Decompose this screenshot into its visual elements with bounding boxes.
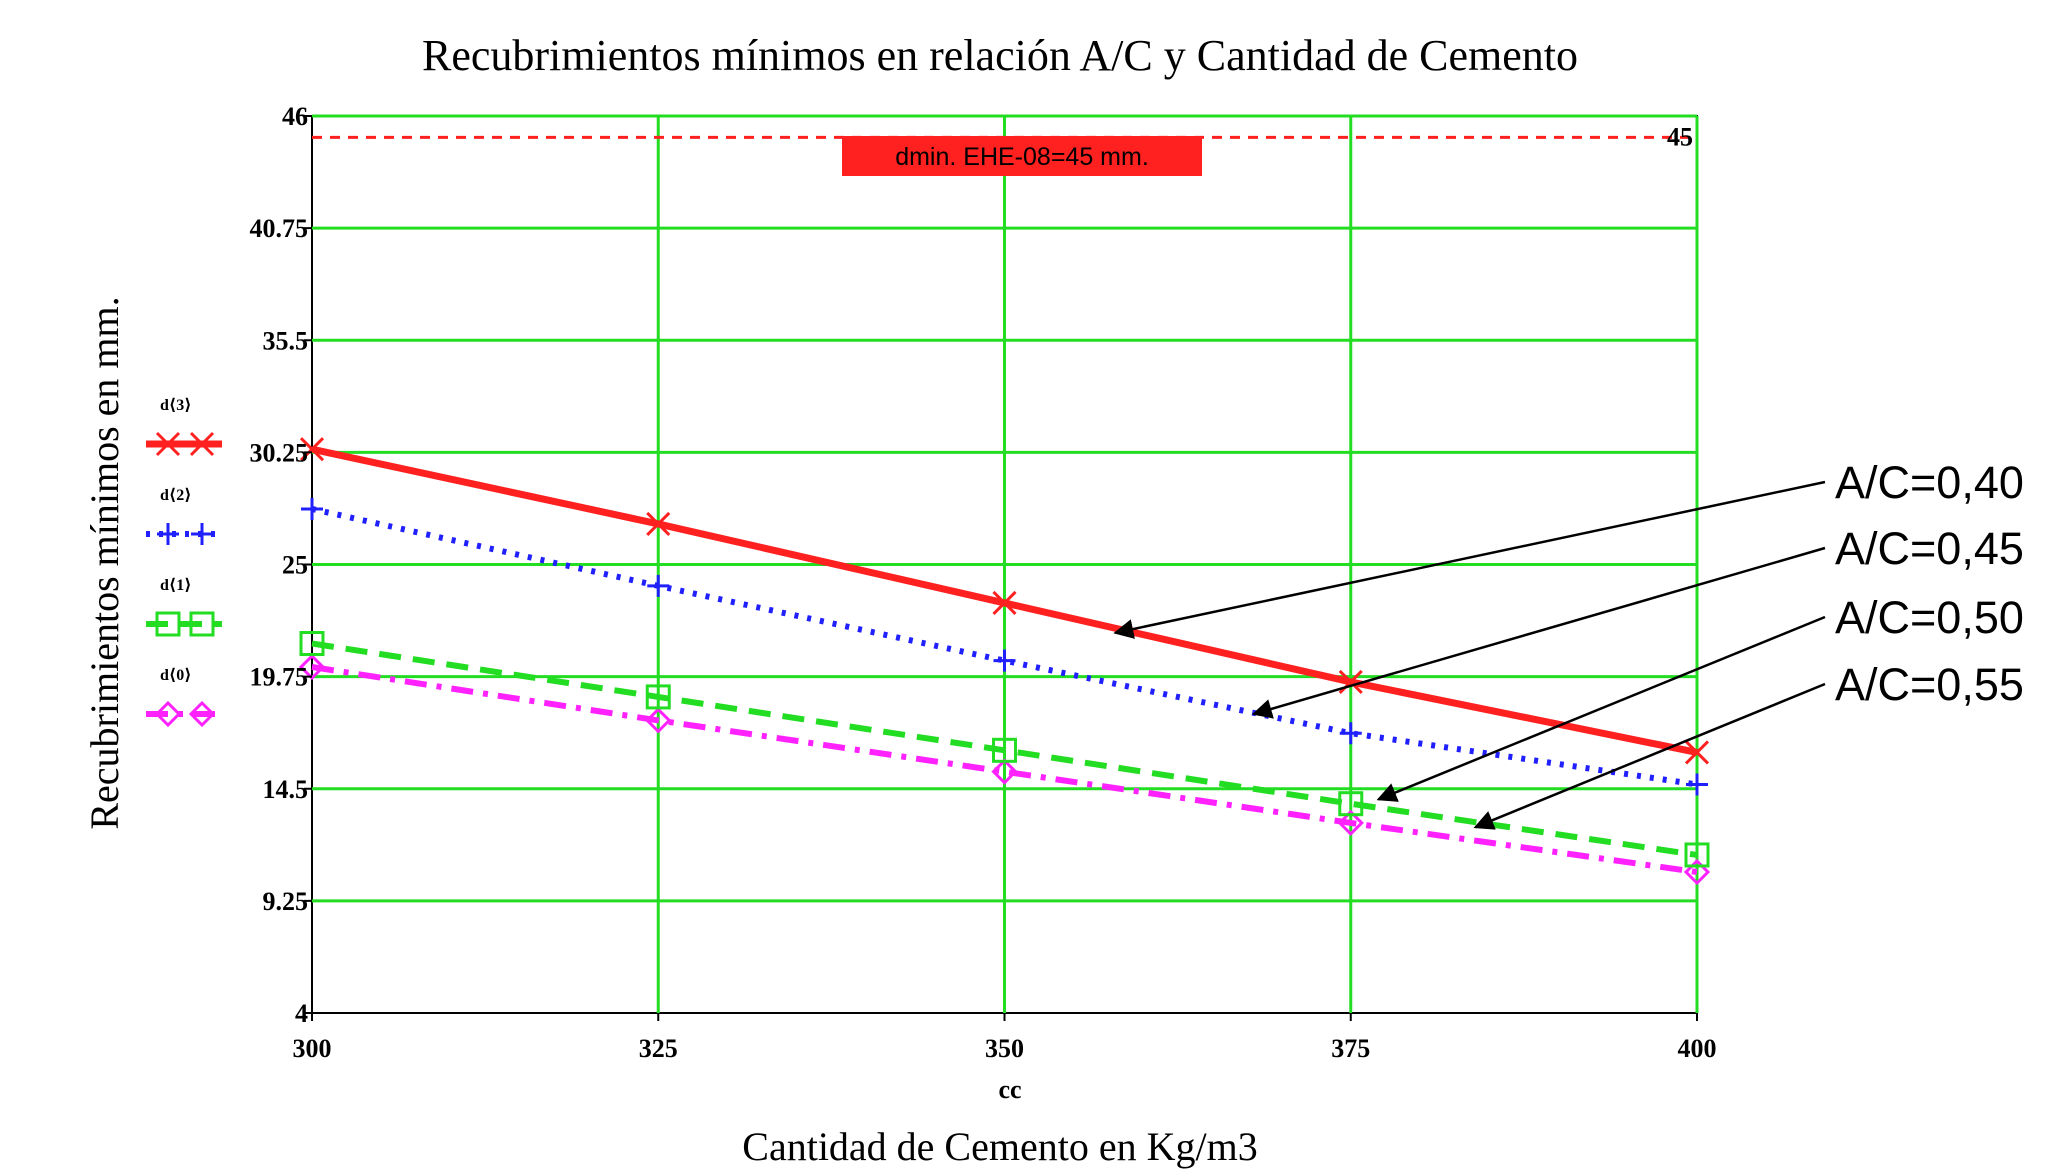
x-tick-label: 300	[293, 1034, 332, 1063]
y-tick-label: 35.5	[263, 326, 309, 355]
annotation-arrow	[1251, 546, 1826, 719]
legend-item: d⟨2⟩	[146, 487, 222, 545]
data-point	[1683, 858, 1711, 886]
x-tick-label: 375	[1331, 1034, 1370, 1063]
annotations: A/C=0,40 A/C=0,45 A/C=0,50 A/C=0,55	[1113, 457, 2024, 830]
data-point	[1338, 791, 1364, 817]
annotation: A/C=0,55	[1473, 659, 2024, 830]
data-point	[1338, 669, 1363, 695]
legend-label: d⟨1⟩	[160, 577, 192, 594]
annotation-arrow	[1473, 682, 1826, 830]
data-point	[645, 684, 671, 710]
y-tick-label: 14.5	[263, 775, 309, 804]
data-point	[992, 737, 1017, 763]
x-tick-label: 325	[639, 1034, 678, 1063]
series-group	[298, 437, 1711, 886]
legend-marker	[154, 700, 182, 728]
annotation-arrow	[1113, 480, 1826, 639]
series-line	[311, 506, 1698, 788]
x-axis-ticks: 300 325 350 375 400	[293, 1013, 1717, 1063]
legend-label: d⟨0⟩	[160, 667, 192, 684]
annotation: A/C=0,45	[1251, 523, 2024, 719]
legend-item: d⟨1⟩	[146, 577, 222, 637]
data-point	[1337, 809, 1364, 837]
annotation-label: A/C=0,45	[1835, 523, 2024, 574]
data-point	[299, 437, 325, 462]
annotation: A/C=0,40	[1113, 457, 2024, 639]
y-tick-label: 9.25	[263, 887, 309, 916]
reference-box-text: dmin. EHE-08=45 mm.	[895, 143, 1149, 171]
annotation-label: A/C=0,40	[1835, 457, 2024, 508]
legend: d⟨3⟩ d⟨2⟩ d⟨1⟩ d⟨0⟩	[146, 397, 222, 728]
y-tick-label: 40.75	[250, 214, 309, 243]
series-line	[311, 640, 1698, 858]
series-0	[299, 437, 1710, 765]
data-point	[1686, 773, 1708, 796]
series-3	[298, 653, 1711, 886]
x-variable-label: cc	[998, 1075, 1021, 1104]
y-axis-title: Recubrimientos mínimos en mm.	[82, 296, 127, 829]
series-2	[299, 631, 1710, 868]
y-axis-ticks: 4 9.25 14.5 19.75 25 30.25 35.5 40.75 46	[250, 102, 312, 1028]
legend-marker	[189, 431, 215, 457]
y-tick-label: 46	[282, 102, 308, 131]
legend-marker	[155, 431, 181, 457]
data-point	[298, 653, 326, 681]
legend-item: d⟨0⟩	[146, 667, 222, 728]
data-point	[991, 758, 1018, 785]
chart-title: Recubrimientos mínimos en relación A/C y…	[422, 31, 1578, 80]
legend-marker	[189, 611, 215, 637]
data-point	[646, 511, 671, 536]
legend-marker	[191, 523, 213, 545]
data-point	[1684, 842, 1710, 868]
data-point	[647, 574, 670, 597]
data-point	[1684, 740, 1710, 765]
data-point	[1339, 722, 1362, 745]
y-tick-label: 19.75	[250, 663, 309, 692]
data-point	[299, 631, 325, 657]
annotation: A/C=0,50	[1376, 592, 2024, 802]
data-point	[992, 590, 1017, 616]
x-tick-label: 400	[1678, 1034, 1717, 1063]
legend-label: d⟨2⟩	[160, 487, 192, 504]
legend-item: d⟨3⟩	[146, 397, 222, 457]
data-point	[645, 707, 672, 734]
series-1	[301, 497, 1708, 796]
data-point	[993, 649, 1016, 672]
reference-box	[842, 136, 1202, 176]
legend-marker	[157, 523, 179, 545]
grid	[312, 114, 1699, 1013]
data-point	[301, 497, 323, 520]
annotation-label: A/C=0,50	[1835, 592, 2024, 643]
y-tick-label: 4	[295, 999, 308, 1028]
annotation-arrow	[1376, 615, 1826, 802]
reference-line-label: 45	[1667, 122, 1693, 151]
legend-marker	[188, 700, 216, 728]
reference-line-group: 45 dmin. EHE-08=45 mm.	[312, 122, 1697, 176]
x-axis-title: Cantidad de Cemento en Kg/m3	[742, 1124, 1257, 1169]
legend-marker	[155, 611, 181, 637]
y-tick-label: 30.25	[250, 438, 309, 467]
y-tick-label: 25	[282, 551, 308, 580]
x-tick-label: 350	[985, 1034, 1024, 1063]
legend-label: d⟨3⟩	[160, 397, 192, 414]
annotation-label: A/C=0,55	[1835, 659, 2024, 710]
